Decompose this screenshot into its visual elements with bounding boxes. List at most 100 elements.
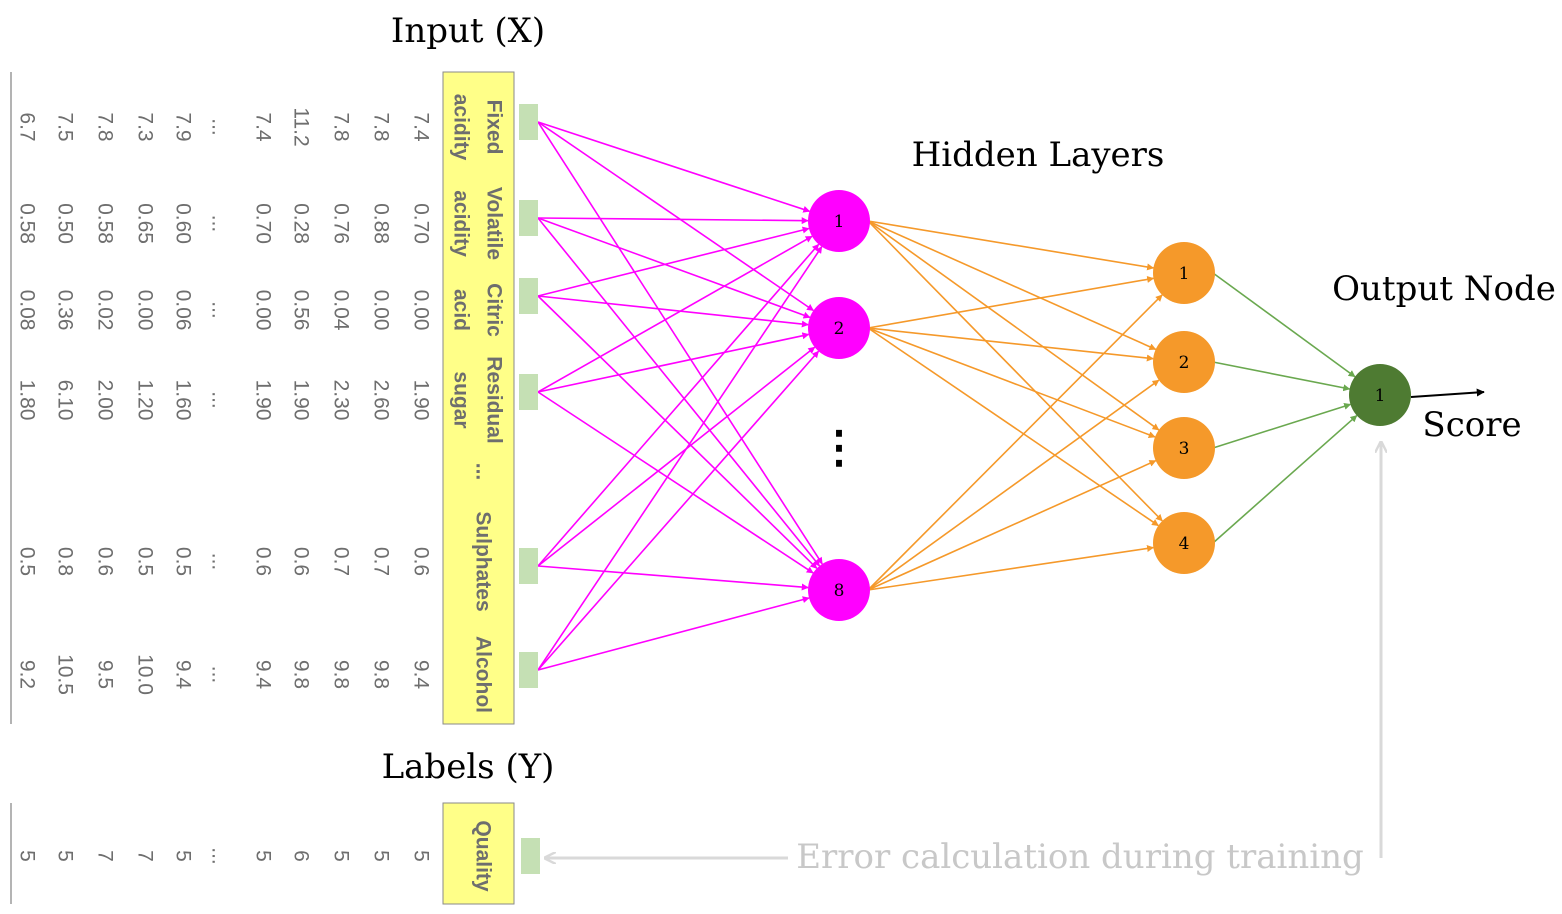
edge-h2-3-out-1	[1212, 402, 1352, 449]
input-markers	[519, 104, 540, 874]
edge-input3-h1-1	[537, 226, 810, 297]
edge-input1-h1-3	[537, 121, 823, 565]
input-cell-c3-r11: 0.08	[15, 290, 38, 331]
input-cell-c4-r4: 1.90	[289, 380, 312, 421]
input-cell-c7-r1: 9.4	[409, 660, 432, 690]
label-cell-r5: 5	[251, 850, 274, 862]
edge-h1-2-h2-1	[867, 275, 1155, 329]
input-cell-c7-r11: 9.2	[15, 660, 38, 689]
edge-input6-h1-3	[537, 596, 810, 671]
hidden2-node-2	[1153, 331, 1215, 393]
label-table: Quality 5 5 5 6 5... 5 7 7 5 5	[15, 820, 494, 892]
input-cell-c7-r3: 9.8	[329, 660, 352, 689]
edge-input4-h1-1	[537, 235, 813, 393]
input-cell-c7-r9: 9.5	[93, 660, 116, 689]
edge-h1-2-h2-4	[867, 327, 1159, 527]
input-cell-c1-r1: 7.4	[409, 112, 432, 142]
input-cell-c6-r5: 0.6	[251, 547, 274, 576]
hidden1-node-1	[808, 190, 870, 252]
input-table: Fixed acidity Volatile acidity Citric acid Res…	[15, 94, 505, 713]
input-cell-c4-r7: 1.60	[171, 380, 194, 421]
edge-input2-h1-2	[537, 217, 811, 319]
input-marker-1	[519, 104, 538, 140]
edge-h2-4-out-1	[1212, 414, 1358, 544]
label-cell-r2: 5	[369, 850, 392, 862]
input-cell-c7-r7: 9.4	[171, 660, 194, 690]
input-cell-c4-r6: ...	[207, 391, 230, 409]
input-cell-c2-r3: 0.76	[329, 203, 352, 244]
label-cell-r4: 6	[289, 850, 312, 862]
input-cell-c7-r5: 9.4	[251, 660, 274, 690]
output-node-1-label: 1	[1375, 386, 1386, 406]
label-header: Quality	[471, 820, 494, 892]
input-header-3-line-2: acid	[449, 289, 472, 331]
hidden1-node-2	[808, 297, 870, 359]
input-marker-6	[519, 652, 538, 688]
input-cell-c2-r8: 0.65	[133, 203, 156, 244]
edge-h1-3-h2-4	[867, 545, 1155, 591]
edge-h1-1-h2-4	[867, 220, 1163, 522]
input-marker-5	[519, 548, 538, 584]
input-header-7-line-1: Alcohol	[471, 636, 494, 713]
input-cell-c4-r1: 1.90	[409, 380, 432, 421]
edge-h2-2-out-1	[1212, 361, 1351, 392]
network-nodes: 1 2 8 1 2 3 4 1	[808, 190, 1411, 621]
input-cell-c4-r2: 2.60	[369, 380, 392, 421]
network-edges	[537, 121, 1358, 671]
edge-input4-h1-2	[537, 332, 810, 393]
label-cell-r8: 7	[133, 850, 156, 862]
input-cell-c7-r4: 9.8	[289, 660, 312, 689]
input-cell-c2-r5: 0.70	[251, 203, 274, 244]
input-cell-c1-r11: 6.7	[15, 112, 38, 141]
input-cell-c1-r2: 7.8	[369, 112, 392, 141]
input-cell-c7-r6: ...	[207, 666, 230, 684]
input-cell-c1-r5: 7.4	[251, 112, 274, 142]
input-header-1-line-2: acidity	[449, 94, 472, 161]
label-cell-r11: 5	[15, 850, 38, 862]
input-cell-c1-r6: ...	[207, 118, 230, 136]
input-cell-c4-r3: 2.30	[329, 380, 352, 421]
input-header-3-line-1: Citric	[482, 283, 505, 337]
edge-input1-h1-2	[537, 121, 814, 312]
input-marker-2	[519, 200, 538, 236]
label-cell-r6: ...	[207, 847, 230, 865]
input-cell-c3-r5: 0.00	[251, 290, 274, 331]
hidden1-node-8	[808, 559, 870, 621]
input-cell-c2-r1: 0.70	[409, 203, 432, 244]
input-cell-c3-r2: 0.00	[369, 290, 392, 331]
input-cell-c1-r3: 7.8	[329, 112, 352, 141]
hidden2-node-3	[1153, 417, 1215, 479]
input-cell-c4-r11: 1.80	[15, 380, 38, 421]
edge-input5-h1-2	[537, 346, 816, 567]
input-cell-c6-r6: ...	[207, 553, 230, 571]
edge-h1-2-h2-3	[867, 327, 1156, 439]
hidden2-node-4	[1153, 512, 1215, 574]
input-cell-c7-r10: 10.5	[53, 654, 76, 695]
input-header-1-line-1: Fixed	[482, 100, 505, 155]
input-header-2-line-1: Volatile	[482, 187, 505, 260]
input-header-4-line-1: Residual	[482, 356, 505, 444]
input-cell-c3-r6: ...	[207, 301, 230, 319]
input-cell-c2-r7: 0.60	[171, 203, 194, 244]
label-cell-r10: 5	[53, 850, 76, 862]
edge-h1-3-h2-2	[867, 379, 1160, 591]
edge-h1-1-h2-1	[867, 220, 1155, 271]
input-title: Input (X)	[391, 11, 545, 51]
hidden2-node-1-label: 1	[1179, 264, 1190, 284]
label-marker	[521, 838, 540, 874]
edge-h1-1-h2-3	[867, 220, 1160, 431]
hidden-layers-title: Hidden Layers	[912, 135, 1165, 175]
input-cell-c1-r4: 11.2	[289, 107, 312, 146]
input-header-5-line-1: ...	[471, 463, 494, 481]
input-cell-c4-r5: 1.90	[251, 380, 274, 421]
edge-input5-h1-1	[537, 243, 820, 567]
input-cell-c2-r2: 0.88	[369, 203, 392, 244]
hidden2-node-3-label: 3	[1179, 439, 1190, 459]
hidden1-node-8-label: 8	[834, 581, 845, 601]
hidden2-node-4-label: 4	[1179, 534, 1190, 554]
input-cell-c4-r10: 6.10	[53, 380, 76, 421]
input-cell-c3-r4: 0.56	[289, 290, 312, 331]
edge-h1-3-h2-3	[867, 459, 1157, 591]
input-header-6-line-1: Sulphates	[471, 511, 494, 611]
input-cell-c2-r4: 0.28	[289, 203, 312, 244]
